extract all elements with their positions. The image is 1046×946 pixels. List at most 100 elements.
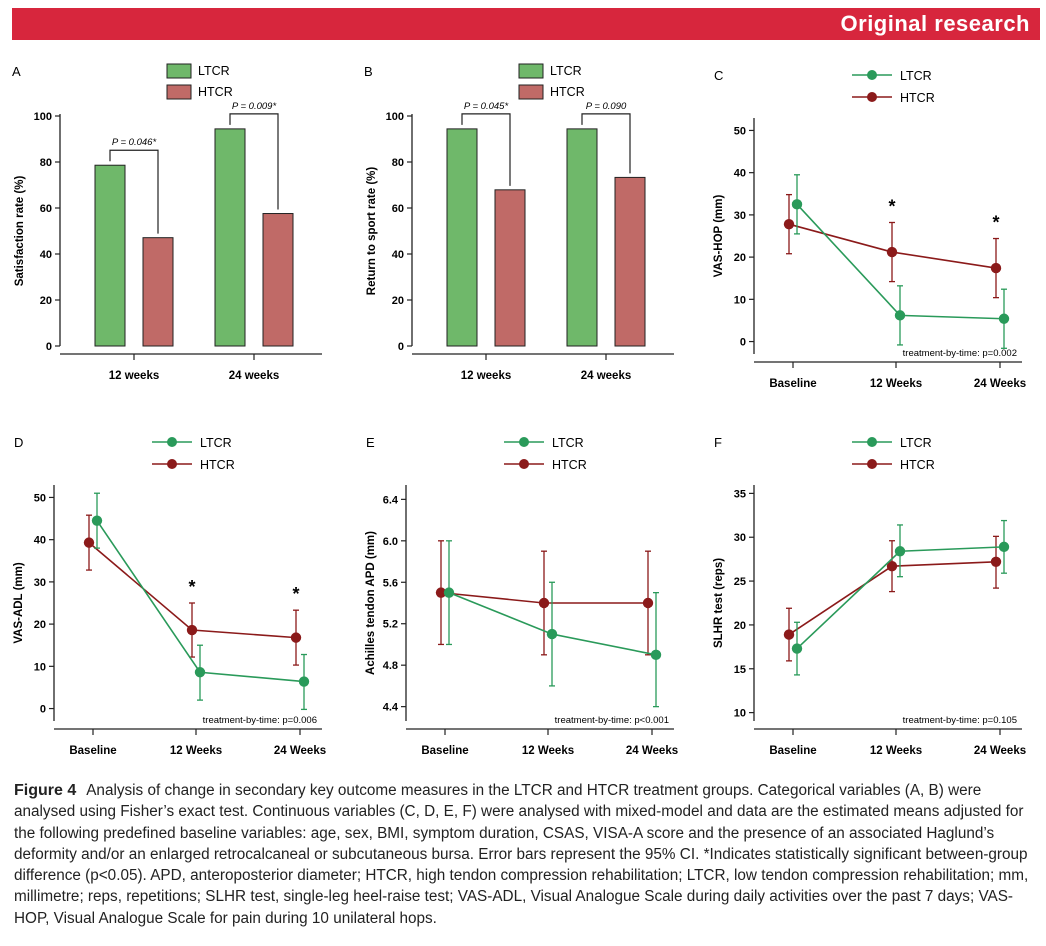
p-value-label: P = 0.045* [464,101,509,112]
x-tick-label: 24 weeks [229,370,280,382]
legend-label-ltcr: LTCR [900,436,932,450]
y-tick-label: 20 [34,619,46,631]
y-tick-label: 30 [734,210,746,222]
y-tick-label: 0 [46,341,52,353]
legend-label-ltcr: LTCR [552,436,584,450]
data-point-ltcr [894,546,906,557]
panel-letter: F [714,435,722,450]
data-point-htcr [642,597,654,609]
y-tick-label: 50 [734,125,746,137]
y-tick-label: 20 [392,295,404,307]
y-tick-label: 80 [392,157,404,169]
y-tick-label: 6.4 [383,494,399,506]
legend-marker-ltcr [519,437,529,447]
x-tick-label: Baseline [769,745,816,757]
y-tick-label: 10 [34,661,46,673]
treatment-by-time-note: treatment-by-time: p<0.001 [555,715,669,726]
significance-bracket [461,113,511,186]
data-point-ltcr [546,628,558,640]
x-tick-label: 12 Weeks [170,745,222,757]
panel-e-apd-chart: E LTCR HTCR 4.4 4.8 5.2 5.6 6.0 6.4 Achilles tend… [356,425,696,775]
x-tick-label: 24 Weeks [274,745,326,757]
p-value-label: P = 0.009* [232,101,277,112]
y-tick-label: 80 [40,157,52,169]
data-point-htcr [886,560,898,572]
x-tick-label: 24 Weeks [626,745,678,757]
x-tick-label: 12 Weeks [870,378,922,390]
treatment-by-time-note: treatment-by-time: p=0.002 [903,348,1017,359]
y-tick-label: 6.0 [383,536,398,548]
y-tick-label: 40 [34,535,46,547]
x-tick-label: Baseline [769,378,816,390]
y-tick-label: 0 [398,341,404,353]
legend-label-htcr: HTCR [198,85,233,99]
legend-marker-ltcr [867,70,877,80]
y-tick-label: 5.2 [383,619,398,631]
caption-label: Figure 4 [14,782,77,799]
y-tick-label: 40 [40,249,52,261]
y-tick-label: 0 [740,337,746,349]
significance-bracket [581,113,631,174]
legend-marker-ltcr [867,437,877,447]
data-point-ltcr [791,643,803,654]
legend-label-htcr: HTCR [900,458,935,472]
y-axis-title: Achilles tendon APD (mm) [365,531,377,675]
panel-d-vas-adl-chart: D LTCR HTCR 0 10 20 30 40 50 VAS-ADL (mm) Baseline… [4,425,344,775]
y-tick-label: 100 [386,111,404,123]
y-tick-label: 10 [734,708,746,720]
chart-svg: F LTCR HTCR 10 15 20 25 30 35 SLHR test (reps) Bas… [713,435,1026,757]
figure-caption: Figure 4 Analysis of change in secondary … [14,780,1038,929]
panel-c-vas-hop-chart: C LTCR HTCR 0 10 20 30 40 50 VAS-HOP (mm) Baseline… [704,58,1044,408]
data-point-htcr [290,632,302,643]
data-point-htcr [783,629,795,640]
panel-letter: B [364,64,373,79]
data-point-ltcr [91,515,103,526]
x-tick-label: Baseline [69,745,116,757]
data-point-ltcr [998,313,1010,324]
chart-svg: C LTCR HTCR 0 10 20 30 40 50 VAS-HOP (mm) Baseline… [713,68,1026,390]
x-tick-label: 12 Weeks [870,745,922,757]
panel-letter: E [366,435,375,450]
chart-svg: A LTCR HTCR 0 20 40 60 80 100 Satisfaction rate (… [12,63,322,382]
x-tick-label: 12 weeks [461,370,512,382]
data-point-htcr [435,587,447,598]
y-tick-label: 4.8 [383,660,398,672]
y-axis-title: VAS-HOP (mm) [713,195,725,278]
legend-marker-htcr [867,92,877,102]
y-axis-title: SLHR test (reps) [713,558,725,648]
y-tick-label: 0 [40,704,46,716]
legend-label-htcr: HTCR [550,85,585,99]
panel-letter: D [14,435,23,450]
data-point-htcr [83,537,95,548]
data-point-htcr [783,218,795,230]
significance-bracket [109,149,159,234]
y-tick-label: 30 [34,577,46,589]
legend-marker-ltcr [167,437,177,447]
panel-b-return-to-sport-chart: B LTCR HTCR 0 20 40 60 80 100 Return to sport rat… [356,58,696,408]
p-value-label: P = 0.046* [112,137,157,148]
data-point-htcr [186,624,198,636]
y-tick-label: 60 [40,203,52,215]
banner-label: Original research [840,11,1030,36]
y-axis-title: Return to sport rate (%) [366,167,378,296]
y-axis-title: Satisfaction rate (%) [14,176,26,287]
data-point-ltcr [443,587,455,598]
legend-marker-htcr [519,459,529,469]
x-tick-label: 24 Weeks [974,745,1026,757]
significance-star: * [292,584,299,604]
legend-swatch-ltcr [518,63,544,79]
data-point-htcr [990,556,1002,567]
legend-marker-htcr [167,459,177,469]
data-point-ltcr [298,676,310,687]
bar-htcr-24-weeks [262,213,294,347]
significance-star: * [188,577,195,597]
bar-htcr-12-weeks [142,237,174,347]
x-tick-label: 12 weeks [109,370,160,382]
bar-ltcr-24-weeks [566,128,598,347]
caption-text: Analysis of change in secondary key outc… [14,782,1029,927]
panel-letter: A [12,64,21,79]
panel-letter: C [714,68,723,83]
legend-label-ltcr: LTCR [550,64,582,78]
y-tick-label: 30 [734,532,746,544]
significance-star: * [992,213,999,233]
